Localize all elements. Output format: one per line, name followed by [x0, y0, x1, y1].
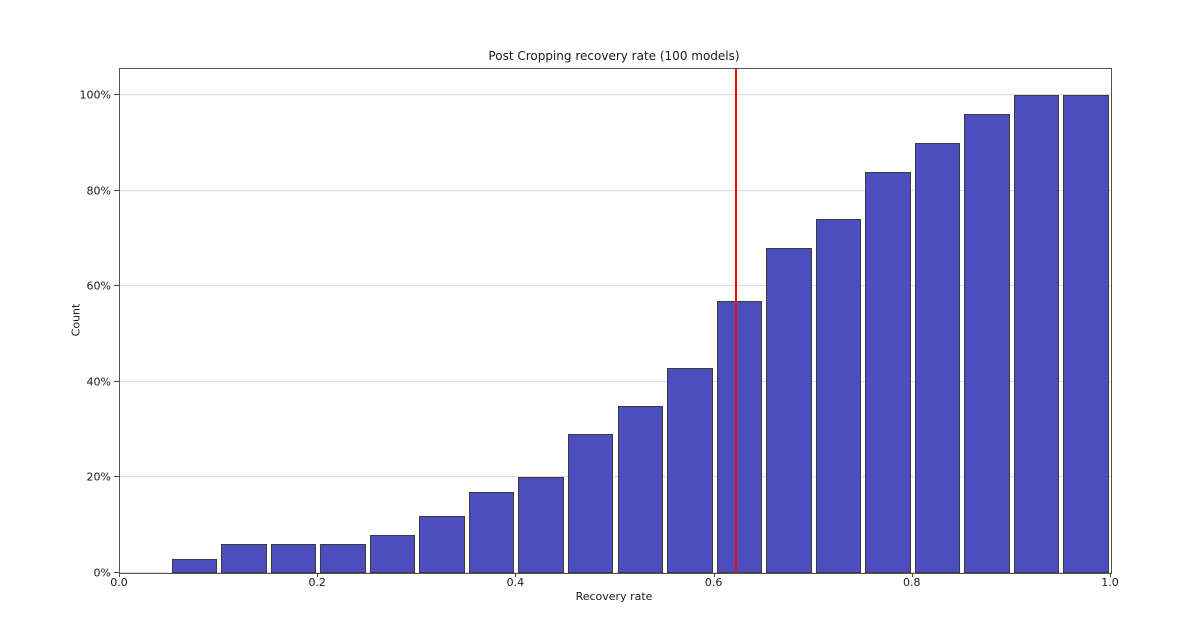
x-tick-label: 0.8	[903, 576, 921, 589]
x-tick-mark	[317, 573, 319, 577]
x-tick-mark	[515, 573, 517, 577]
y-tick-mark	[114, 572, 119, 573]
plot-area	[119, 68, 1112, 574]
histogram-bar	[766, 248, 812, 573]
y-axis-label: Count	[69, 303, 83, 337]
x-tick-label: 0.2	[308, 576, 326, 589]
y-tick-label: 100%	[79, 88, 111, 102]
x-tick-label: 1.0	[1101, 576, 1119, 589]
y-tick-mark	[114, 285, 119, 287]
histogram-bar	[716, 300, 763, 573]
histogram-bar	[369, 534, 416, 573]
gridline	[120, 572, 1111, 573]
x-tick-label: 0.4	[506, 576, 525, 589]
x-tick-mark	[119, 573, 120, 577]
histogram-bar	[567, 434, 614, 573]
y-tick-mark	[114, 94, 119, 96]
threshold-line	[735, 69, 738, 573]
histogram-bar	[468, 491, 515, 573]
x-tick-label: 0.0	[110, 576, 128, 589]
x-axis-label: Recovery rate	[575, 590, 653, 603]
histogram-bar	[815, 219, 862, 573]
y-tick-label: 20%	[86, 470, 111, 484]
histogram-bar	[518, 477, 564, 573]
histogram-bar	[667, 367, 713, 573]
chart-title: Post Cropping recovery rate (100 models)	[488, 49, 740, 63]
x-tick-mark	[911, 573, 913, 577]
gridline	[120, 189, 1111, 191]
histogram-bar	[171, 558, 218, 573]
histogram-bar	[964, 114, 1010, 573]
y-tick-label: 80%	[86, 184, 111, 198]
x-tick-mark	[713, 573, 715, 577]
histogram-bar	[320, 544, 366, 573]
y-tick-label: 60%	[86, 279, 111, 293]
gridline	[120, 94, 1111, 96]
y-tick-label: 0%	[93, 566, 111, 580]
x-tick-label: 0.6	[704, 576, 723, 589]
histogram-bar	[914, 143, 961, 573]
histogram-bar	[419, 515, 465, 573]
gridline	[120, 285, 1111, 287]
gridline	[120, 380, 1111, 382]
histogram-bar	[221, 544, 267, 573]
histogram-bar	[1063, 95, 1109, 573]
gridline	[120, 476, 1111, 478]
histogram-bar	[270, 544, 317, 573]
y-tick-mark	[114, 476, 119, 478]
histogram-bar	[1013, 95, 1060, 573]
histogram-bar	[865, 171, 911, 573]
y-tick-label: 40%	[86, 375, 111, 389]
histogram-bar	[617, 405, 664, 573]
y-tick-mark	[114, 380, 119, 382]
x-tick-mark	[1110, 573, 1111, 577]
y-tick-mark	[114, 189, 119, 191]
